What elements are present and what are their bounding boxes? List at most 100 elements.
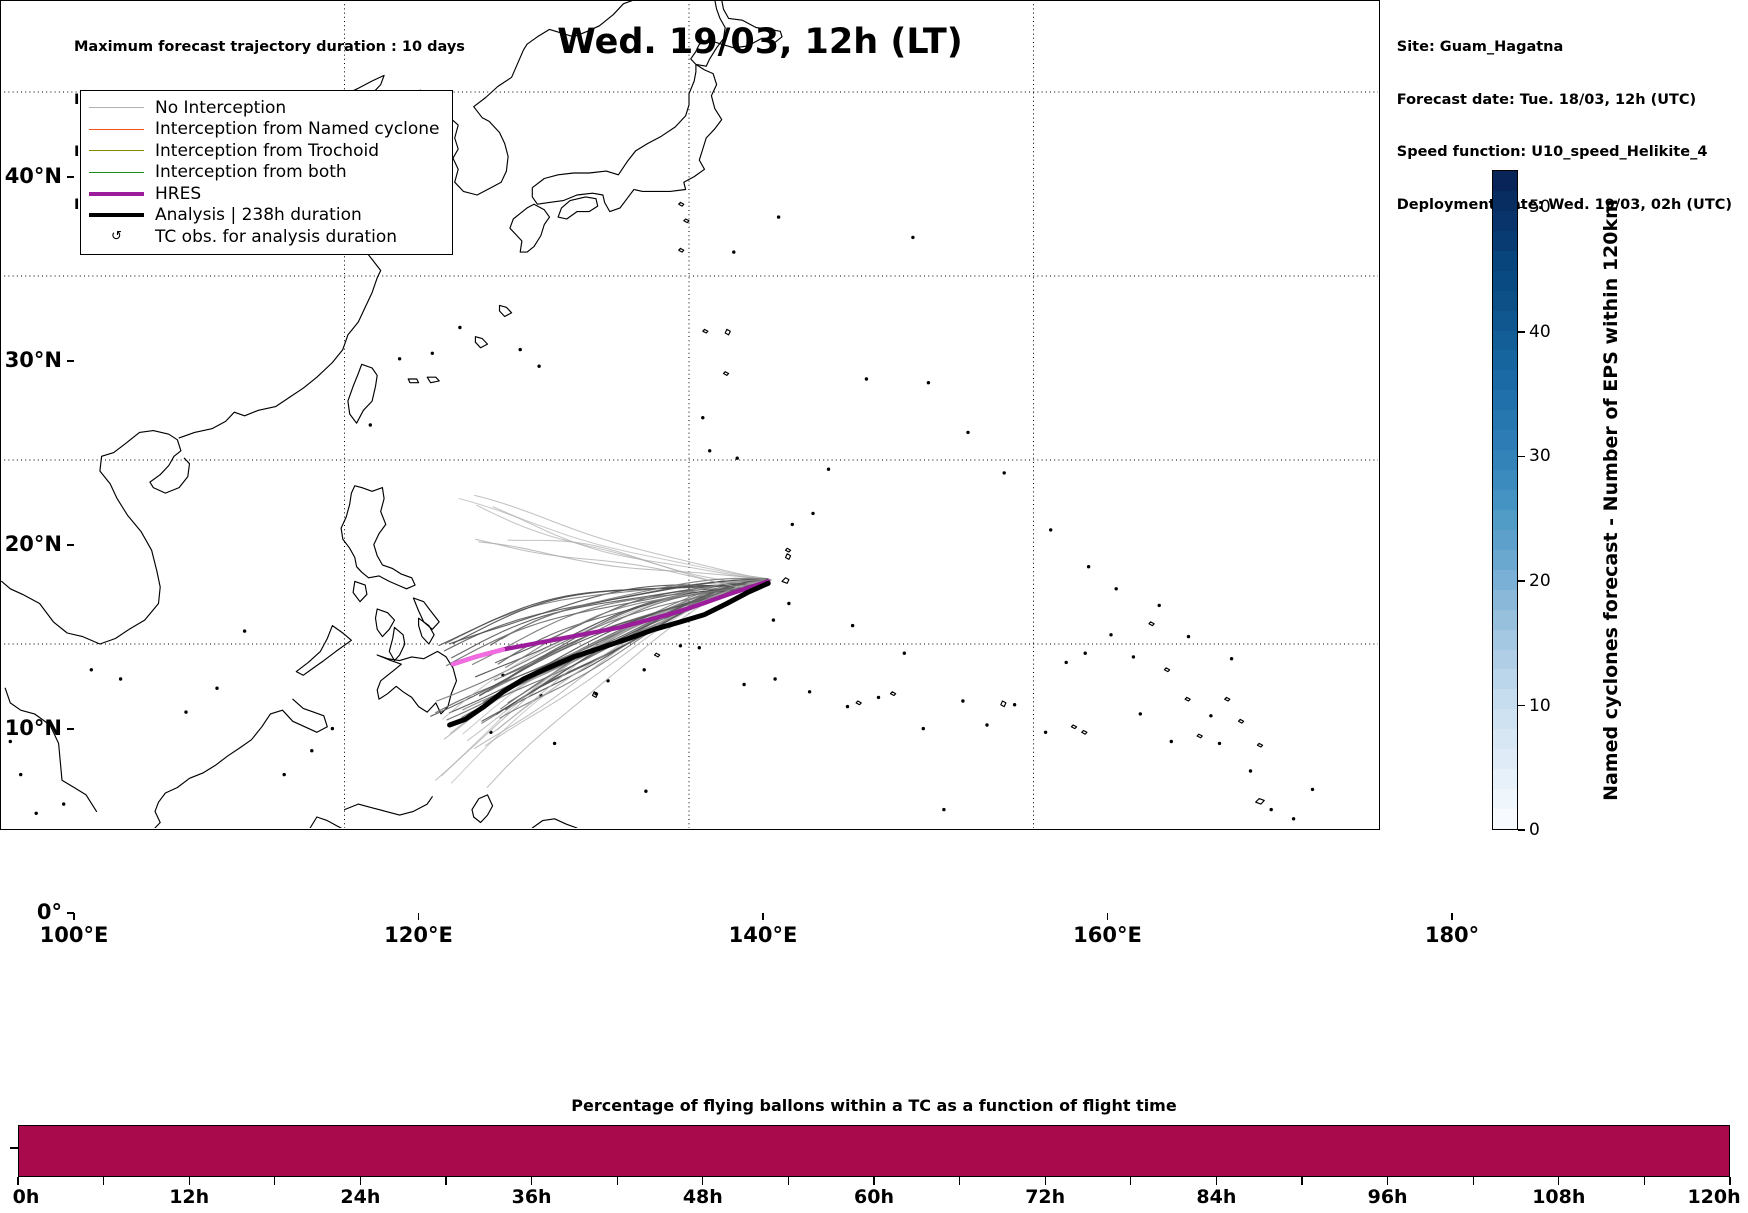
percentage-bar-tick-label-1: 12h: [169, 1186, 210, 1208]
legend-item-6[interactable]: ↺ TC obs. for analysis duration: [89, 226, 440, 248]
colorbar-tick-mark-1: [1518, 704, 1525, 707]
colorbar-segment-3: [1493, 749, 1517, 770]
island-dot: [1131, 655, 1136, 659]
legend-line-swatch-1: [89, 128, 144, 130]
coastline-path: [347, 363, 378, 424]
coastline-path: [1237, 718, 1245, 724]
colorbar-segment-19: [1493, 430, 1517, 451]
ensemble-trajectories: [430, 494, 772, 789]
percentage-bar-minor-tick: [530, 1177, 533, 1185]
percentage-bar-wrapper[interactable]: [18, 1125, 1730, 1177]
percentage-bar-minor-tick: [702, 1177, 704, 1185]
island-dot: [397, 357, 402, 361]
island-dot: [790, 522, 794, 527]
coastline-path: [407, 378, 420, 384]
percentage-bar-tick-label-7: 84h: [1196, 1186, 1237, 1208]
island-dot: [776, 215, 781, 219]
island-dot: [1248, 769, 1253, 773]
island-dot: [1049, 528, 1053, 532]
percentage-bar-tick-label-0: 0h: [12, 1186, 40, 1208]
coastline-path: [889, 691, 897, 697]
percentage-bar-title: Percentage of flying ballons within a TC…: [571, 1096, 1177, 1115]
legend-item-0[interactable]: No Interception: [89, 97, 440, 119]
coastline-path: [418, 617, 435, 645]
percentage-bar-minor-tick: [1643, 1177, 1646, 1185]
coastline-path: [498, 304, 513, 318]
ensemble-trajectory: [494, 587, 753, 681]
map-legend[interactable]: No Interception Interception from Named c…: [80, 90, 453, 255]
island-dot: [537, 364, 541, 368]
legend-item-4[interactable]: HRES: [89, 183, 440, 205]
island-dot: [732, 250, 736, 254]
percentage-bar-minor-tick: [17, 1177, 19, 1185]
coastline-path: [1070, 724, 1078, 730]
percentage-bar-minor-tick: [616, 1177, 618, 1185]
colorbar-tick-mark-2: [1518, 580, 1525, 582]
map-y-tick-1: [67, 360, 74, 362]
ensemble-trajectory: [458, 497, 770, 580]
map-x-tick-label-4: 180°: [1424, 923, 1480, 947]
colorbar-segment-13: [1493, 549, 1517, 570]
ensemble-trajectory: [452, 583, 762, 644]
island-dot: [742, 682, 746, 687]
island-dot: [807, 690, 812, 694]
legend-item-5[interactable]: Analysis | 238h duration: [89, 205, 440, 227]
colorbar-tick-5: 50: [1518, 197, 1551, 217]
coastline-path: [784, 553, 792, 560]
map-y-tick-3: [67, 728, 74, 730]
island-dot: [773, 677, 777, 681]
colorbar-segment-26: [1493, 290, 1517, 311]
colorbar-gradient: [1492, 170, 1518, 830]
map-y-tick-label-3: 10°N: [4, 716, 62, 740]
colorbar-segment-22: [1493, 370, 1517, 391]
ensemble-trajectory: [438, 584, 761, 647]
island-dot: [242, 629, 247, 633]
island-dot: [697, 646, 701, 650]
colorbar-tick-mark-4: [1518, 331, 1525, 333]
island-dot: [826, 467, 831, 471]
coastline-path: [678, 201, 685, 207]
island-dot: [735, 456, 739, 460]
colorbar-tick-label-5: 50: [1529, 197, 1551, 218]
colorbar-tick-label-3: 30: [1529, 446, 1551, 467]
legend-item-label-3: Interception from both: [155, 162, 347, 183]
colorbar-segment-30: [1493, 210, 1517, 231]
cyclone-obs-icon: ↺: [111, 229, 122, 245]
header-right-line-1: Site: Guam_Hagatna: [1396, 39, 1564, 55]
header-left-line-1: Maximum forecast trajectory duration : 1…: [74, 39, 465, 55]
island-dot: [118, 677, 123, 681]
percentage-bar-minor-tick: [274, 1177, 276, 1185]
ensemble-trajectory: [476, 504, 754, 590]
colorbar-segment-25: [1493, 310, 1517, 331]
percentage-bar-minor-tick: [787, 1177, 790, 1185]
island-dot: [1083, 651, 1087, 655]
map-gridlines: [0, 0, 1378, 828]
legend-item-1[interactable]: Interception from Named cyclone: [89, 119, 440, 141]
colorbar-axis-label: Named cyclones forecast - Number of EPS …: [1600, 199, 1622, 801]
analysis-trajectory: [447, 580, 771, 728]
colorbar-segment-24: [1493, 330, 1517, 351]
colorbar-segment-27: [1493, 270, 1517, 291]
coastline-path: [352, 580, 368, 603]
island-dot: [1291, 817, 1296, 821]
coastline-path: [474, 336, 489, 349]
legend-line-swatch-5: [89, 213, 144, 218]
island-dot: [644, 789, 648, 793]
legend-item-2[interactable]: Interception from Trochoid: [89, 140, 440, 162]
coastline-path: [388, 626, 406, 662]
island-dot: [961, 699, 965, 703]
island-dot: [771, 618, 776, 622]
legend-item-label-0: No Interception: [155, 97, 287, 118]
island-dot: [811, 511, 815, 516]
colorbar-segment-12: [1493, 569, 1517, 590]
coastline-path: [781, 577, 790, 584]
legend-item-3[interactable]: Interception from both: [89, 162, 440, 184]
colorbar-tick-0: 0: [1518, 820, 1540, 840]
map-x-tick-label-3: 160°E: [1073, 923, 1142, 947]
colorbar-segment-28: [1493, 250, 1517, 271]
island-dot: [850, 623, 855, 628]
coastline-path: [653, 652, 661, 658]
colorbar-axis-label-wrapper: Named cyclones forecast - Number of EPS …: [1596, 170, 1626, 830]
percentage-bar-x-axis: 0h 12h 24h 36h 48h 60h 72h 84h 96h 108h 120h: [13, 1177, 1741, 1208]
coastline-path: [724, 328, 731, 336]
